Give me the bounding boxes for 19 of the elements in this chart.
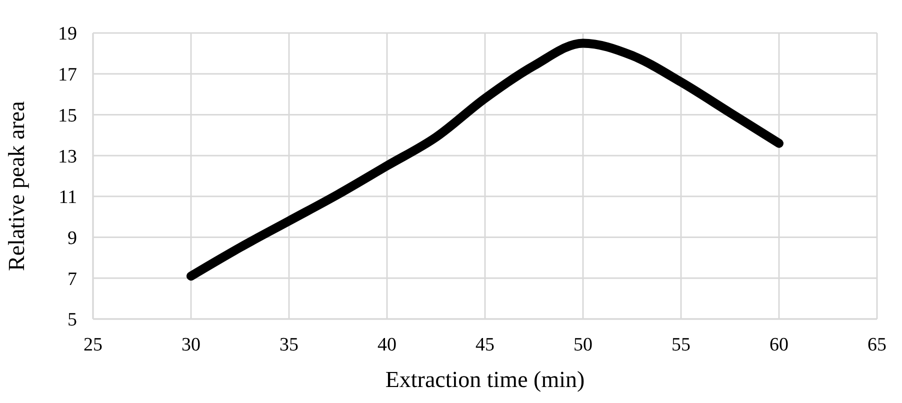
x-tick-label: 30 xyxy=(182,334,200,356)
x-tick-label: 40 xyxy=(378,334,396,356)
x-tick-label: 45 xyxy=(476,334,494,356)
y-tick-label: 7 xyxy=(68,268,77,290)
x-tick-label: 25 xyxy=(84,334,102,356)
y-tick-label: 19 xyxy=(58,24,77,45)
y-tick-label: 17 xyxy=(58,64,77,86)
y-tick-label: 15 xyxy=(58,105,77,126)
x-tick-label: 35 xyxy=(280,334,298,356)
x-tick-label: 55 xyxy=(672,334,690,356)
x-tick-label: 65 xyxy=(868,334,886,356)
y-tick-label: 9 xyxy=(68,228,77,250)
y-tick-label: 13 xyxy=(58,146,77,168)
y-axis-title: Relative peak area xyxy=(4,101,30,271)
x-tick-label: 60 xyxy=(770,334,788,356)
y-tick-label: 5 xyxy=(68,310,77,331)
x-axis-title: Extraction time (min) xyxy=(385,367,585,392)
x-tick-label: 50 xyxy=(574,334,592,356)
y-tick-label: 11 xyxy=(58,187,77,208)
